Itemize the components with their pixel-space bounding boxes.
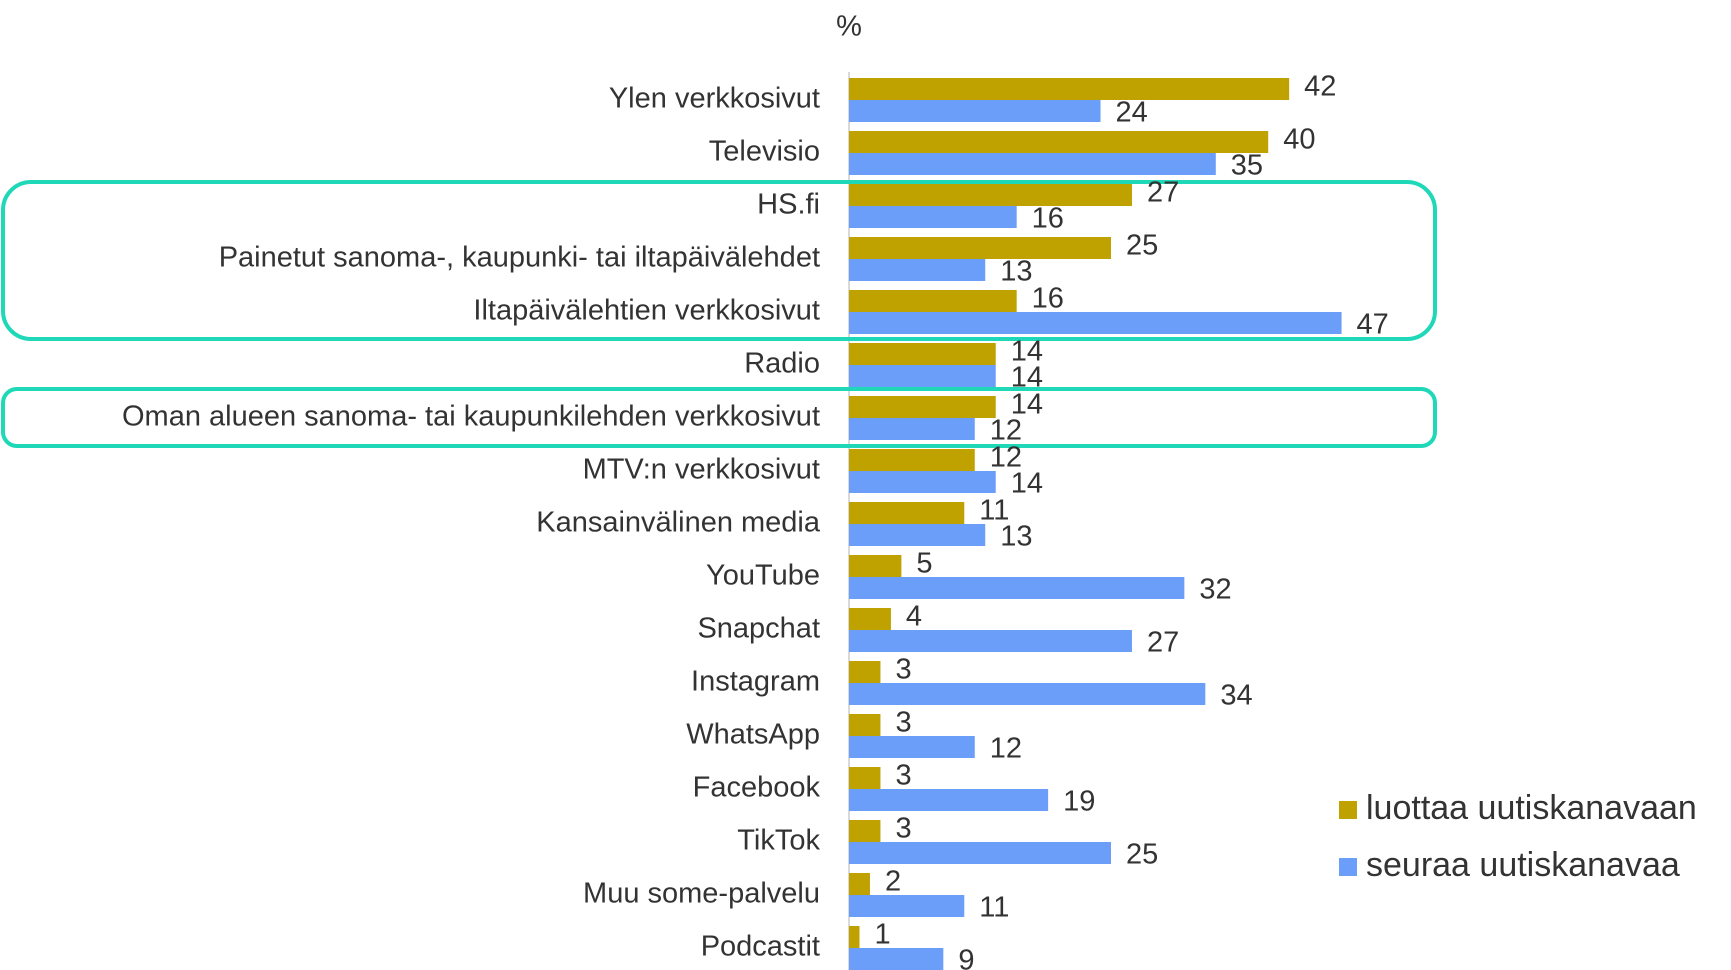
- value-label: 27: [1147, 627, 1179, 659]
- bar: [849, 767, 881, 789]
- value-label: 12: [990, 733, 1022, 765]
- highlight-box: [1, 387, 1437, 448]
- category-label: Snapchat: [697, 613, 820, 645]
- bar: [849, 789, 1049, 811]
- value-label: 25: [1126, 839, 1158, 871]
- value-label: 1: [874, 919, 890, 951]
- bar: [849, 661, 881, 683]
- bar: [849, 237, 1111, 259]
- legend-label: seuraa uutiskanavaa: [1366, 846, 1680, 884]
- value-label: 14: [1011, 468, 1043, 500]
- value-label: 25: [1126, 230, 1158, 262]
- bar: [849, 577, 1185, 599]
- category-label: Iltapäivälehtien verkkosivut: [473, 295, 820, 327]
- category-label: Kansainvälinen media: [536, 507, 821, 539]
- value-label: 12: [990, 442, 1022, 474]
- category-label: YouTube: [706, 560, 820, 592]
- bar: [849, 820, 881, 842]
- value-label: 3: [895, 760, 911, 792]
- bar: [849, 555, 902, 577]
- legend-swatch: [1339, 801, 1357, 819]
- value-label: 11: [979, 495, 1009, 527]
- bar: [849, 683, 1206, 705]
- bar: [849, 524, 986, 546]
- value-label: 13: [1000, 521, 1032, 553]
- bar: [849, 184, 1132, 206]
- bar: [849, 259, 986, 281]
- category-label: Muu some-palvelu: [583, 878, 820, 910]
- bar: [849, 608, 891, 630]
- bar: [849, 365, 996, 387]
- category-label: Televisio: [709, 136, 820, 168]
- category-label: Instagram: [691, 666, 820, 698]
- value-label: 14: [1011, 362, 1043, 394]
- value-label: 42: [1304, 71, 1336, 103]
- value-label: 13: [1000, 256, 1032, 288]
- value-label: 24: [1116, 97, 1148, 129]
- value-label: 12: [990, 415, 1022, 447]
- value-label: 3: [895, 707, 911, 739]
- bar: [849, 131, 1269, 153]
- category-label: HS.fi: [757, 189, 820, 221]
- bar: [849, 926, 860, 948]
- value-label: 5: [916, 548, 932, 580]
- legend-label: luottaa uutiskanavaan: [1366, 789, 1697, 827]
- bar: [849, 206, 1017, 228]
- value-label: 34: [1220, 680, 1252, 712]
- category-label: WhatsApp: [686, 719, 820, 751]
- category-label: Facebook: [693, 772, 821, 804]
- bar: [849, 736, 975, 758]
- bar: [849, 396, 996, 418]
- value-label: 14: [1011, 389, 1043, 421]
- value-label: 11: [979, 892, 1009, 924]
- category-label: Radio: [744, 348, 820, 380]
- value-label: 4: [906, 601, 922, 633]
- bar: [849, 290, 1017, 312]
- category-label: TikTok: [737, 825, 820, 857]
- legend-swatch: [1339, 858, 1357, 876]
- category-label: Painetut sanoma-, kaupunki- tai iltapäiv…: [219, 242, 820, 274]
- bar: [849, 312, 1342, 334]
- category-label: MTV:n verkkosivut: [583, 454, 820, 486]
- bar: [849, 630, 1132, 652]
- value-label: 16: [1032, 203, 1064, 235]
- value-label: 9: [958, 945, 974, 970]
- bar: [849, 100, 1101, 122]
- value-label: 3: [895, 654, 911, 686]
- bar: [849, 153, 1216, 175]
- bar: [849, 895, 965, 917]
- highlight-box: [1, 180, 1437, 341]
- bar: [849, 449, 975, 471]
- bar: [849, 714, 881, 736]
- bar: [849, 502, 965, 524]
- value-label: 14: [1011, 336, 1043, 368]
- bar: [849, 948, 944, 970]
- value-label: 16: [1032, 283, 1064, 315]
- value-label: 32: [1199, 574, 1231, 606]
- bar: [849, 343, 996, 365]
- category-label: Podcastit: [701, 931, 820, 963]
- category-label: Ylen verkkosivut: [609, 83, 820, 115]
- category-label: Oman alueen sanoma- tai kaupunkilehden v…: [122, 401, 820, 433]
- value-label: 19: [1063, 786, 1095, 818]
- value-label: 3: [895, 813, 911, 845]
- bar: [849, 842, 1111, 864]
- value-label: 40: [1283, 124, 1315, 156]
- bar: [849, 471, 996, 493]
- axis-label: %: [836, 11, 862, 43]
- value-label: 35: [1231, 150, 1263, 182]
- bar: [849, 78, 1290, 100]
- value-label: 27: [1147, 177, 1179, 209]
- value-label: 2: [885, 866, 901, 898]
- value-label: 47: [1357, 309, 1389, 341]
- bar: [849, 873, 870, 895]
- bar: [849, 418, 975, 440]
